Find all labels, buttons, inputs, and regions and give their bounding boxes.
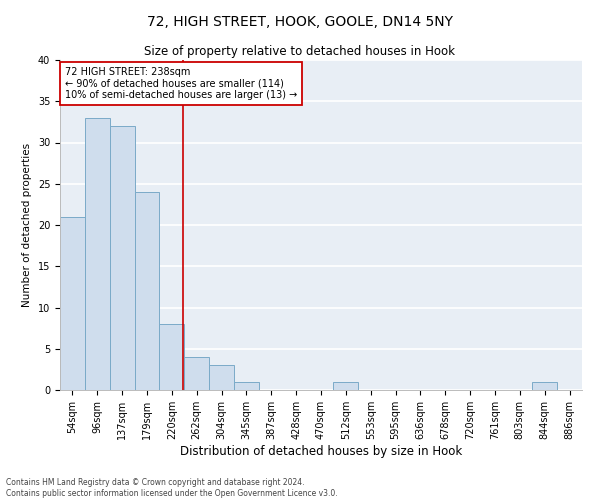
Bar	[532, 382, 557, 390]
Text: Size of property relative to detached houses in Hook: Size of property relative to detached ho…	[145, 45, 455, 58]
Bar	[134, 192, 160, 390]
X-axis label: Distribution of detached houses by size in Hook: Distribution of detached houses by size …	[180, 444, 462, 458]
Bar	[160, 324, 184, 390]
Bar	[60, 217, 85, 390]
Bar	[234, 382, 259, 390]
Text: Contains HM Land Registry data © Crown copyright and database right 2024.
Contai: Contains HM Land Registry data © Crown c…	[6, 478, 338, 498]
Y-axis label: Number of detached properties: Number of detached properties	[22, 143, 32, 307]
Text: 72, HIGH STREET, HOOK, GOOLE, DN14 5NY: 72, HIGH STREET, HOOK, GOOLE, DN14 5NY	[147, 15, 453, 29]
Bar	[184, 357, 209, 390]
Bar	[110, 126, 134, 390]
Bar	[85, 118, 110, 390]
Bar	[209, 365, 234, 390]
Bar	[334, 382, 358, 390]
Text: 72 HIGH STREET: 238sqm
← 90% of detached houses are smaller (114)
10% of semi-de: 72 HIGH STREET: 238sqm ← 90% of detached…	[65, 66, 298, 100]
